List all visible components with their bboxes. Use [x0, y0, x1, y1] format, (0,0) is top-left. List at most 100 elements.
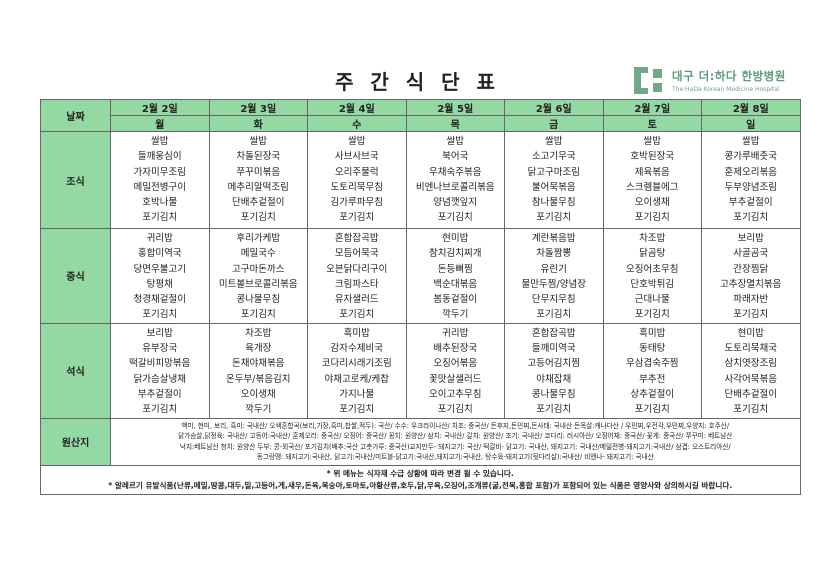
menu-item: 오징어초무침: [626, 263, 679, 275]
menu-item: 포기김치: [536, 212, 572, 224]
menu-item: 포기김치: [142, 212, 178, 224]
menu-item: 참나물무침: [531, 197, 576, 209]
menu-item: 도토리묵무침: [330, 181, 383, 193]
menu-item: 포기김치: [339, 212, 375, 224]
menu-item: 보리밥: [146, 327, 173, 339]
menu-item: 오이생채: [634, 197, 670, 209]
menu-item: 파래자반: [733, 294, 769, 306]
menu-item: 오이생채: [240, 388, 276, 400]
menu-item: 닭가슴살냉채: [133, 373, 186, 385]
meal-label: 조식: [40, 131, 111, 229]
menu-item: 흑미밥: [343, 327, 370, 339]
menu-item: 유자샐러드: [334, 294, 379, 306]
menu-item: 참치김치찌개: [429, 248, 482, 260]
menu-item: 동태탕: [639, 343, 666, 355]
menu-item: 부추전: [639, 373, 666, 385]
menu-item: 배추된장국: [433, 343, 478, 355]
menu-item: 포기김치: [437, 212, 473, 224]
weekly-menu-table: 날짜 2월 2일 2월 3일 2월 4일 2월 5일 2월 6일 2월 7일 2월 8일 월…: [40, 99, 801, 495]
menu-item: 소고기무국: [531, 151, 576, 163]
menu-item: 메밀전병구이: [133, 181, 186, 193]
meal-label: 석식: [40, 322, 111, 419]
logo-name: 대구 더:하다 한방병원: [672, 69, 786, 83]
menu-item: 단무지무침: [531, 294, 576, 306]
menu-item: 감자수제비국: [330, 343, 383, 355]
menu-item: 쌀밥: [151, 136, 169, 147]
date-cell: 2월 3일: [208, 99, 308, 116]
menu-item: 들깨웅심이: [137, 151, 182, 163]
logo-mark-icon: [634, 67, 664, 94]
menu-cell: 현미밥 참치김치찌개 돈등뼈찜 백순대볶음 봄동겉절이 깍두기: [405, 228, 505, 324]
date-row: 날짜 2월 2일 2월 3일 2월 4일 2월 5일 2월 6일 2월 7일 2월 8일: [40, 99, 801, 132]
menu-item: 오리주물럭: [334, 166, 379, 178]
notes-row: * 위 메뉴는 식자재 수급 상황에 따라 변경 될 수 있습니다. * 알레르기…: [40, 464, 801, 495]
hospital-logo: 대구 더:하다 한방병원 The:HaDa Korean Medicine Ho…: [634, 67, 786, 94]
weekday-cell: 토: [602, 115, 702, 132]
weekday-cell: 금: [504, 115, 604, 132]
menu-item: 포기김치: [339, 309, 375, 321]
menu-item: 사브사브국: [334, 151, 379, 163]
menu-item: 백순대볶음: [433, 278, 478, 290]
menu-item: 오이고추무침: [429, 388, 482, 400]
menu-item: 계란볶음밥: [531, 233, 576, 244]
menu-cell: 쌀밥 소고기무국 닭고구마조림 불어묵볶음 참나물무침 포기김치: [504, 131, 604, 229]
menu-item: 포기김치: [733, 309, 769, 321]
menu-item: 스크렘블에그: [626, 181, 679, 193]
menu-item: 꽃맛살샐러드: [429, 373, 482, 385]
menu-item: 쌀밥: [249, 136, 267, 147]
meal-row: 조식 쌀밥 들깨웅심이 가자미무조림 메밀전병구이 호박나물 포기김치 쌀밥 차돌된장국 쭈꾸미볶…: [40, 131, 801, 229]
menu-cell: 쌀밥 콩가루배춧국 훈제오리볶음 두부양념조림 부추겉절이 포기김치: [701, 131, 801, 229]
menu-item: 메추리알떡조림: [227, 181, 289, 193]
menu-item: 차조밥: [639, 233, 666, 244]
menu-item: 삼치엿장조림: [724, 358, 777, 370]
menu-item: 돈등뼈찜: [437, 263, 473, 275]
menu-item: 훈제오리볶음: [724, 166, 777, 178]
menu-item: 흑미밥: [639, 327, 666, 339]
menu-item: 호박나물: [142, 197, 178, 209]
menu-item: 유부장국: [142, 343, 178, 355]
menu-cell: 보리밥 사골곰국 간장찜닭 고추장멸치볶음 파래자반 포기김치: [701, 228, 801, 324]
weekday-cell: 화: [208, 115, 308, 132]
origin-text: 백미, 현미, 보리, 흑미: 국내산/ 오색혼합곡(보리,기장,흑미,찹쌀,적…: [110, 417, 801, 466]
menu-item: 닭고구마조림: [527, 166, 580, 178]
menu-cell: 쌀밥 북어국 우채숙주볶음 비엔나브로콜리볶음 양념깻잎지 포기김치: [405, 131, 505, 229]
origin-line: 닭가슴살,닭정육: 국내산/ 고등어:국내산/ 훈제오리: 중국산/ 오징어: …: [178, 432, 733, 441]
menu-item: 단배추겉절이: [724, 388, 777, 400]
date-cell: 2월 6일: [504, 99, 604, 116]
menu-item: 가지나물: [339, 388, 375, 400]
menu-item: 쌀밥: [643, 136, 661, 147]
menu-item: 콩가루배춧국: [724, 151, 777, 163]
menu-cell: 쌀밥 들깨웅심이 가자미무조림 메밀전병구이 호박나물 포기김치: [110, 131, 210, 229]
menu-item: 미트볼브로콜리볶음: [218, 278, 298, 290]
menu-item: 쭈꾸미볶음: [236, 166, 281, 178]
menu-item: 포기김치: [634, 212, 670, 224]
menu-item: 혼합잡곡밥: [531, 327, 576, 339]
menu-item: 들깨미역국: [531, 343, 576, 355]
menu-item: 포기김치: [339, 404, 375, 416]
menu-item: 고등어김치찜: [527, 358, 580, 370]
menu-item: 도토리묵채국: [724, 343, 777, 355]
menu-item: 차돌된장국: [236, 151, 281, 163]
origin-line: 동그랑땡: 돼지고기:국내산, 닭고기:국내산/미트볼-닭고기:국내산,돼지고기…: [256, 453, 654, 462]
menu-item: 후리가케밥: [236, 233, 281, 244]
menu-cell: 현미밥 도토리묵채국 삼치엿장조림 사각어묵볶음 단배추겉절이 포기김치: [701, 322, 801, 419]
menu-item: 포기김치: [240, 309, 276, 321]
menu-item: 차돌짬뽕: [536, 248, 572, 260]
menu-item: 콩나물무침: [531, 388, 576, 400]
menu-item: 부추겉절이: [728, 197, 773, 209]
page-title: 주 간 식 단 표: [335, 70, 500, 94]
menu-item: 닭곰탕: [639, 248, 666, 260]
menu-item: 크림파스타: [334, 278, 379, 290]
menu-item: 깍두기: [245, 404, 272, 416]
menu-item: 귀리밥: [146, 233, 173, 244]
menu-item: 보리밥: [737, 233, 764, 244]
menu-item: 사각어묵볶음: [724, 373, 777, 385]
weekday-cell: 수: [307, 115, 407, 132]
menu-item: 고구마돈까스: [232, 263, 285, 275]
menu-item: 간장찜닭: [733, 263, 769, 275]
menu-item: 쌀밥: [742, 136, 760, 147]
menu-item: 제육볶음: [634, 166, 670, 178]
menu-cell: 쌀밥 사브사브국 오리주물럭 도토리묵무침 김가루파무침 포기김치: [307, 131, 407, 229]
menu-item: 단호박튀김: [630, 278, 675, 290]
